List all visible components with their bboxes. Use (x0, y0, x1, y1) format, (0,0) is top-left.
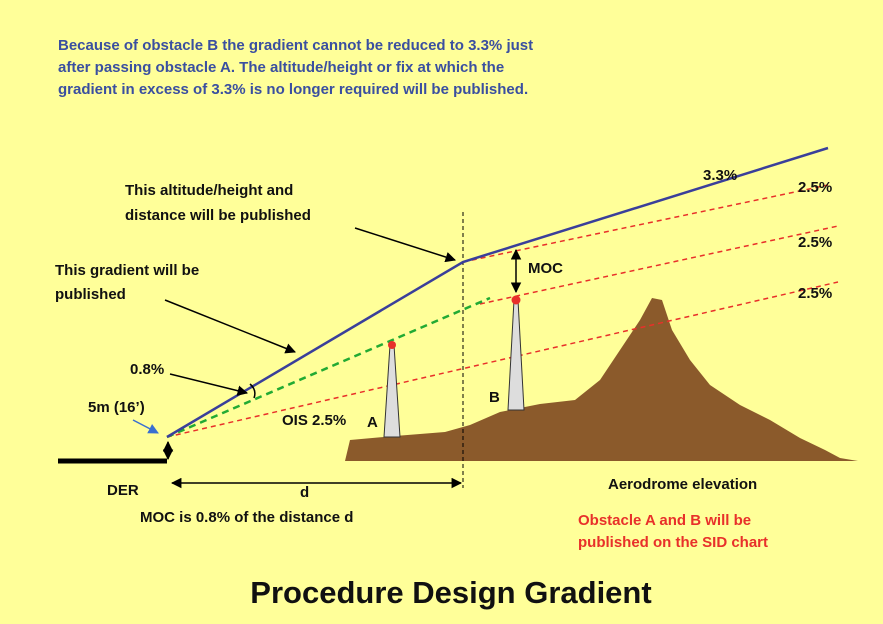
ois-line (462, 184, 829, 263)
label: 2.5% (798, 234, 832, 251)
climb-path (166, 146, 829, 439)
label: distance will be published (125, 207, 311, 224)
angle-arc (249, 383, 256, 399)
arrows (132, 227, 522, 489)
label: d (300, 484, 309, 501)
tower-top (511, 295, 521, 305)
label: 2.5% (798, 179, 832, 196)
pointer (354, 227, 457, 263)
label: This altitude/height and (125, 182, 293, 199)
label: A (367, 414, 378, 431)
ois-line (166, 281, 839, 438)
intro-line: gradient in excess of 3.3% is no longer … (58, 81, 528, 98)
ois-line (479, 225, 839, 305)
label: 0.8% (130, 361, 164, 378)
label: MOC is 0.8% of the distance d (140, 509, 353, 526)
label: OIS 2.5% (282, 412, 346, 429)
tower (383, 344, 401, 438)
label: Obstacle A and B will be (578, 512, 751, 529)
label: 2.5% (798, 285, 832, 302)
label: This gradient will be (55, 262, 199, 279)
label: published (55, 286, 126, 303)
ois-lines (166, 184, 839, 438)
pointer (169, 373, 249, 396)
tower-top (388, 341, 396, 349)
label: DER (107, 482, 139, 499)
obstacle-a (383, 341, 401, 438)
label: 3.3% (703, 167, 737, 184)
label: Aerodrome elevation (608, 476, 757, 493)
terrain (295, 298, 858, 461)
label: published on the SID chart (578, 534, 768, 551)
title: Procedure Design Gradient (250, 575, 651, 610)
label: MOC (528, 260, 563, 277)
gradient-line (166, 296, 491, 439)
label: 5m (16’) (88, 399, 145, 416)
pointer (132, 419, 159, 434)
intro: Because of obstacle B the gradient canno… (58, 37, 533, 98)
intro-line: Because of obstacle B the gradient canno… (58, 37, 533, 54)
label: B (489, 389, 500, 406)
pointer (164, 299, 296, 354)
intro-line: after passing obstacle A. The altitude/h… (58, 59, 504, 76)
obstacle-b (507, 295, 525, 411)
